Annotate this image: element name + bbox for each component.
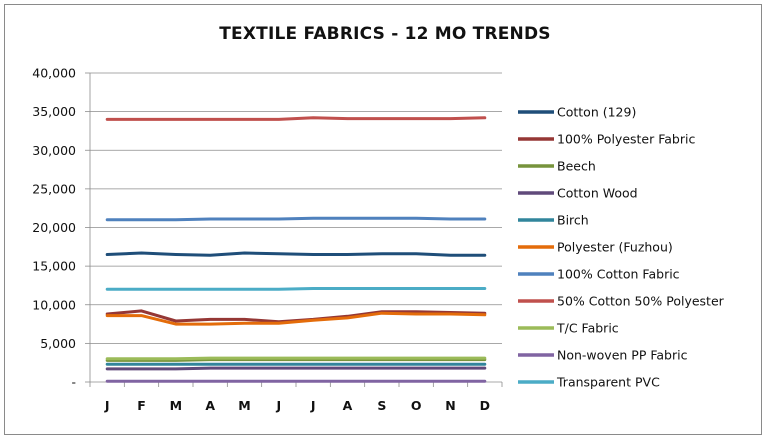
series-line-10 xyxy=(105,287,487,291)
legend-label: T/C Fabric xyxy=(556,321,619,336)
x-tick-label: D xyxy=(480,398,490,413)
legend-label: 100% Cotton Fabric xyxy=(557,267,680,282)
gridlines xyxy=(90,72,502,344)
x-tick-label: J xyxy=(104,398,110,413)
x-tick-label: A xyxy=(343,398,353,413)
x-tick-label: F xyxy=(137,398,146,413)
series-line-3 xyxy=(105,366,487,371)
legend-label: Non-woven PP Fabric xyxy=(557,348,688,363)
x-tick-label: O xyxy=(411,398,422,413)
y-tick-label: 15,000 xyxy=(32,259,76,274)
x-tick-label: M xyxy=(238,398,250,413)
x-tick-label: M xyxy=(170,398,182,413)
y-tick-label: 40,000 xyxy=(32,66,76,81)
series-line-5 xyxy=(105,311,487,326)
legend-label: 50% Cotton 50% Polyester xyxy=(557,294,725,309)
y-tick-label: 30,000 xyxy=(32,143,76,158)
series-line-0 xyxy=(105,251,487,257)
legend: Cotton (129) 100% Polyester Fabric Beech Co… xyxy=(518,105,725,390)
y-axis-ticks: - 5,000 10,000 15,000 20,000 25,000 30,000 35,0… xyxy=(32,66,90,390)
y-tick-label: - xyxy=(71,375,76,390)
x-tick-label: A xyxy=(205,398,215,413)
x-tick-label: J xyxy=(310,398,316,413)
y-tick-label: 25,000 xyxy=(32,181,76,196)
legend-label: 100% Polyester Fabric xyxy=(557,132,695,147)
series-line-8 xyxy=(105,356,487,361)
x-tick-label: S xyxy=(377,398,386,413)
legend-label: Birch xyxy=(557,213,589,228)
x-tick-label: J xyxy=(276,398,282,413)
y-tick-label: 10,000 xyxy=(32,297,76,312)
x-tick-label: N xyxy=(445,398,455,413)
legend-label: Cotton (129) xyxy=(557,105,636,120)
series-line-6 xyxy=(105,216,487,222)
y-tick-label: 20,000 xyxy=(32,220,76,235)
series-lines xyxy=(105,116,487,383)
series-line-7 xyxy=(105,116,487,121)
legend-label: Beech xyxy=(557,159,596,174)
y-tick-label: 5,000 xyxy=(40,336,76,351)
legend-label: Cotton Wood xyxy=(557,186,638,201)
y-tick-label: 35,000 xyxy=(32,104,76,119)
legend-label: Transparent PVC xyxy=(556,375,660,390)
legend-label: Polyester (Fuzhou) xyxy=(557,240,673,255)
chart-title: TEXTILE FABRICS - 12 MO TRENDS xyxy=(219,24,551,44)
